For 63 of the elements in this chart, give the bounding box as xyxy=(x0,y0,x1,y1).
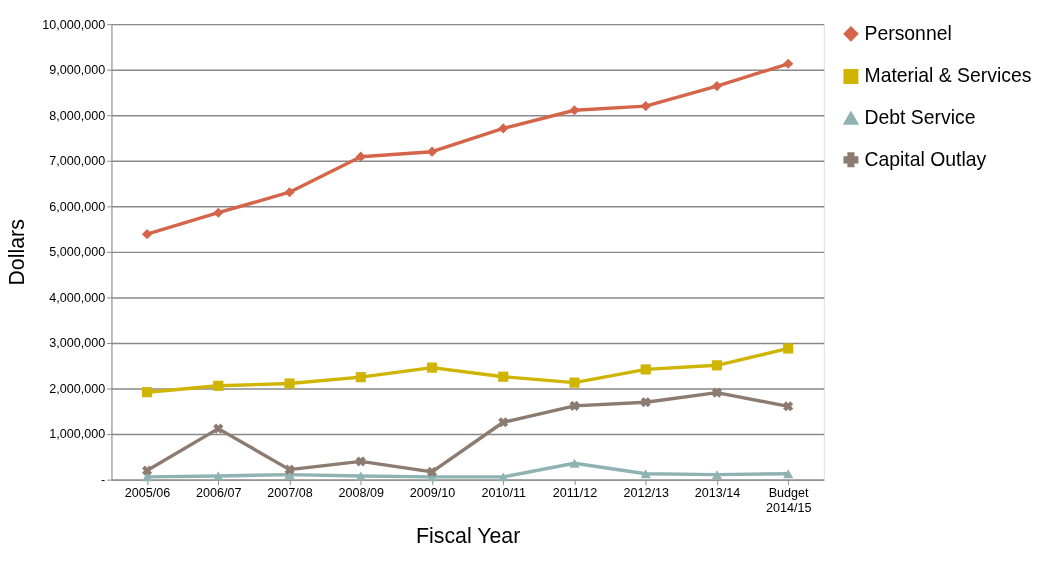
y-tick-label: 4,000,000 xyxy=(49,290,106,305)
point xyxy=(355,372,366,383)
y-tick-label: 5,000,000 xyxy=(49,245,106,260)
y-tick-label: 2,000,000 xyxy=(49,381,106,396)
point xyxy=(783,58,794,69)
point xyxy=(141,387,153,398)
point xyxy=(783,343,794,354)
y-tick-label: 9,000,000 xyxy=(49,63,106,78)
point xyxy=(711,387,722,398)
point xyxy=(783,401,794,412)
point xyxy=(142,465,153,476)
point xyxy=(569,458,580,468)
x-tick-label: 2013/14 xyxy=(694,485,741,500)
x-axis-title: Fiscal Year xyxy=(415,524,521,549)
x-tick-label: 2005/06 xyxy=(124,485,171,500)
point xyxy=(355,151,366,162)
point xyxy=(640,364,651,375)
x-tick-label: Budget 2014/15 xyxy=(765,485,812,516)
point xyxy=(355,471,366,481)
y-tick-label: 6,000,000 xyxy=(49,199,106,214)
y-tick-label: 3,000,000 xyxy=(49,336,106,351)
point xyxy=(498,371,509,382)
x-tick-label: 2010/11 xyxy=(481,485,526,500)
point xyxy=(213,207,224,218)
y-tick-label: 8,000,000 xyxy=(49,108,106,123)
legend-label: Material & Services xyxy=(864,64,1032,87)
x-tick-label: 2012/13 xyxy=(623,485,669,500)
point xyxy=(141,229,153,240)
legend-label: Debt Service xyxy=(864,105,976,128)
point xyxy=(783,469,794,479)
point xyxy=(355,456,366,467)
point xyxy=(284,464,295,475)
point xyxy=(426,362,438,373)
point xyxy=(711,470,723,480)
x-tick-label: 2008/09 xyxy=(338,485,384,500)
y-axis-title: Dollars xyxy=(4,219,29,286)
point xyxy=(284,378,295,389)
point xyxy=(426,466,438,477)
y-tick-label: - xyxy=(100,473,106,488)
point xyxy=(213,423,224,434)
y-tick-label: 7,000,000 xyxy=(49,154,106,169)
legend-label: Capital Outlay xyxy=(864,147,987,170)
point xyxy=(213,380,224,391)
point xyxy=(640,469,651,479)
point xyxy=(711,81,723,92)
point xyxy=(141,472,153,482)
point xyxy=(498,472,509,482)
point xyxy=(711,360,723,371)
point xyxy=(498,417,509,428)
point xyxy=(284,187,295,198)
point xyxy=(213,471,224,481)
x-tick-label: 2007/08 xyxy=(267,485,313,500)
point xyxy=(640,397,651,408)
point xyxy=(569,105,580,116)
x-tick-label: 2011/12 xyxy=(552,485,598,500)
x-tick-label: 2006/07 xyxy=(196,485,242,500)
point xyxy=(569,400,580,411)
legend-label: Personnel xyxy=(864,21,952,44)
point xyxy=(569,377,580,388)
y-tick-label: 10,000,000 xyxy=(42,17,106,32)
y-tick-label: 1,000,000 xyxy=(49,427,106,442)
point xyxy=(498,123,509,134)
x-tick-label: 2009/10 xyxy=(409,485,456,500)
